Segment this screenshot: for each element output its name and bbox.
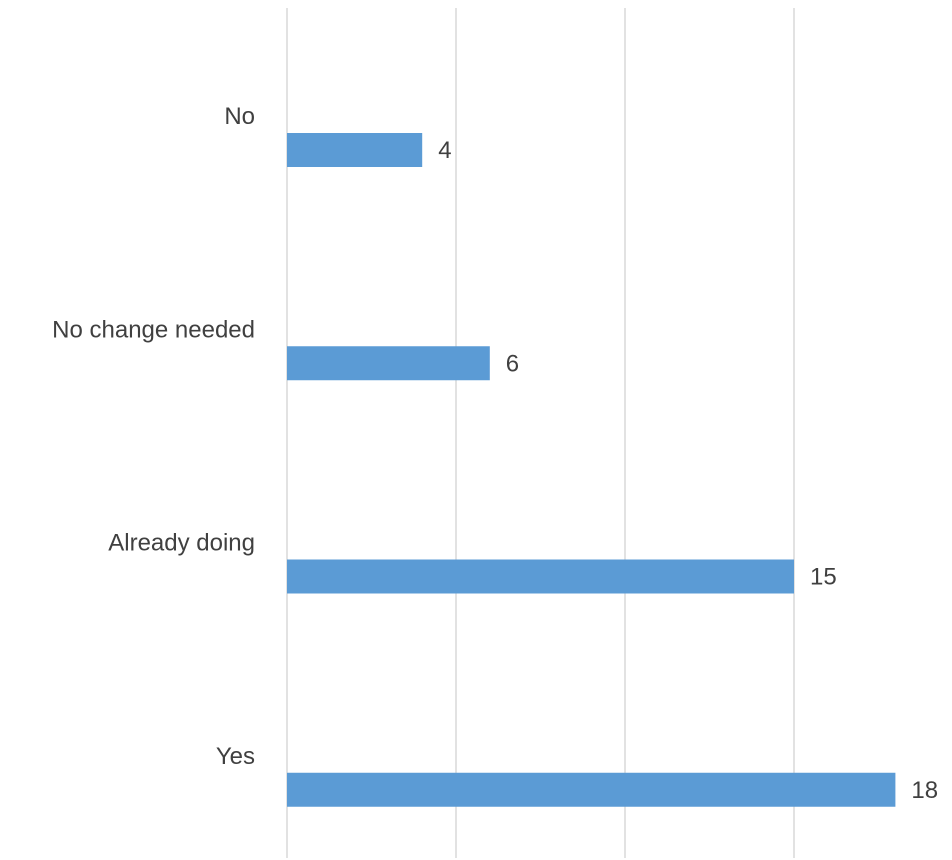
category-label: No xyxy=(224,103,255,130)
bar-already-doing xyxy=(287,559,794,594)
gridlines xyxy=(286,8,795,858)
value-label: 4 xyxy=(438,137,451,164)
category-labels: No No change needed Already doing Yes xyxy=(52,103,255,770)
value-label: 6 xyxy=(506,350,519,377)
bar-no-change-needed xyxy=(287,346,490,381)
category-label: Yes xyxy=(216,743,255,770)
category-label: No change needed xyxy=(52,316,255,343)
bar-no xyxy=(287,133,423,167)
bars xyxy=(287,133,896,807)
value-labels: 4 6 15 18 xyxy=(438,137,938,804)
value-label: 18 xyxy=(911,777,938,804)
value-label: 15 xyxy=(810,564,837,591)
category-label: Already doing xyxy=(108,530,255,557)
bar-yes xyxy=(287,772,896,807)
